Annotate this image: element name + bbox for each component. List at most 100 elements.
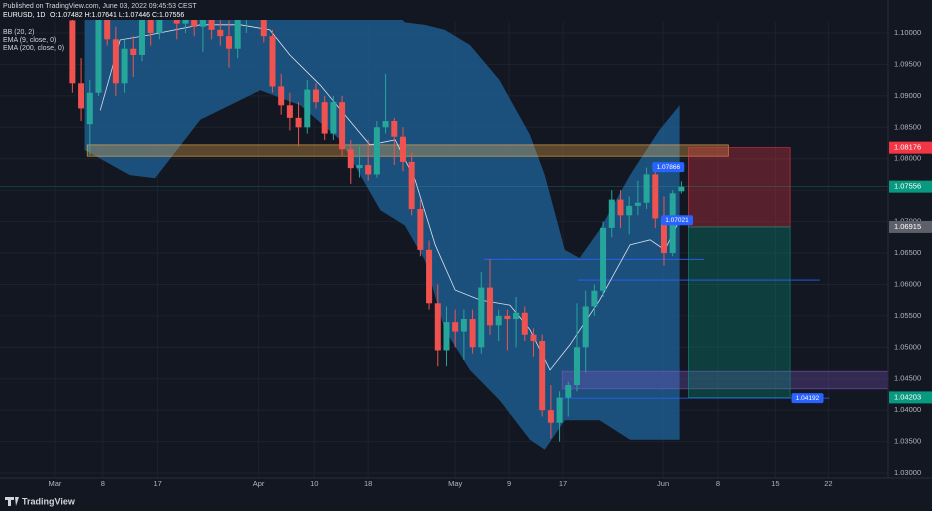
candle-body: [486, 287, 493, 326]
candle-body: [513, 312, 520, 320]
zone: [561, 370, 888, 390]
candle-body: [173, 20, 180, 24]
candle-body: [530, 334, 537, 342]
candle-body: [391, 121, 398, 137]
candle-body: [182, 20, 189, 24]
y-tick-label: 1.06500: [894, 248, 921, 257]
y-tick-label: 1.03000: [894, 468, 921, 477]
logo: [5, 497, 19, 506]
candle-body: [304, 89, 311, 128]
indicator-label: EMA (200, close, 0): [3, 45, 64, 52]
bollinger-band: [84, 20, 680, 450]
x-tick-label: 22: [824, 479, 832, 488]
candle-body: [95, 20, 102, 93]
candle-body: [426, 249, 433, 304]
y-tick-label: 1.08500: [894, 122, 921, 131]
price-tag: [889, 180, 932, 193]
candle-body: [156, 20, 163, 34]
candle-body: [356, 165, 363, 169]
x-tick-label: Jun: [657, 479, 669, 488]
candle-body: [504, 315, 511, 320]
candle-body: [339, 102, 346, 150]
y-tick-label: 1.06000: [894, 279, 921, 288]
candle-body: [217, 29, 224, 37]
candle-body: [408, 161, 415, 210]
candle-body: [373, 127, 380, 175]
candle-body: [460, 319, 467, 332]
candle-body: [652, 174, 659, 219]
candle-body: [199, 20, 206, 27]
candle-body: [347, 149, 354, 169]
candle-body: [225, 36, 232, 49]
marker-label: 1.07866: [657, 164, 681, 171]
candle-body: [591, 290, 598, 307]
candle-body: [547, 410, 554, 423]
candle-body: [556, 397, 563, 423]
candle-body: [321, 102, 328, 134]
marker-label: 1.04192: [796, 395, 820, 402]
zone: [687, 147, 791, 228]
candle-body: [78, 83, 85, 109]
candle-body: [191, 20, 198, 27]
candle-body: [269, 36, 276, 87]
published-note: Published on TradingView.com, June 03, 2…: [3, 3, 197, 10]
candle-body: [69, 20, 76, 84]
ema-line: [99, 24, 680, 371]
brand: TradingView: [22, 496, 76, 506]
zone: [687, 226, 791, 398]
candle-body: [312, 89, 319, 103]
candle-body: [452, 322, 459, 332]
x-tick-label: 17: [153, 479, 161, 488]
zone: [86, 144, 729, 157]
candle-body: [399, 136, 406, 162]
candle-body: [434, 303, 441, 351]
candle-body: [582, 306, 589, 348]
x-tick-label: 15: [771, 479, 779, 488]
indicator-label: EMA (9, close, 0): [3, 37, 56, 44]
candle-body: [539, 341, 546, 411]
symbol-title: EURUSD, 1D: [3, 12, 45, 19]
candle-body: [634, 202, 641, 206]
y-tick-label: 1.03500: [894, 437, 921, 446]
candle-body: [478, 287, 485, 348]
candle-body: [608, 199, 615, 228]
price-tag-label: 1.07556: [894, 182, 921, 191]
candle-body: [660, 218, 667, 254]
price-tag: [889, 141, 932, 154]
y-tick-label: 1.08000: [894, 154, 921, 163]
candle-body: [365, 165, 372, 175]
marker-label: 1.07021: [665, 217, 689, 224]
price-tag-label: 1.04203: [894, 392, 921, 401]
x-tick-label: 9: [507, 479, 511, 488]
x-tick-label: 10: [310, 479, 318, 488]
candle-body: [678, 186, 685, 192]
candle-body: [138, 20, 145, 56]
candle-body: [104, 20, 111, 40]
x-tick-label: May: [448, 479, 462, 488]
price-tag: [889, 220, 932, 233]
marker-tag: [791, 393, 824, 404]
y-tick-label: 1.04500: [894, 374, 921, 383]
plot-area: [0, 20, 888, 478]
indicator-label: BB (20, 2): [3, 29, 35, 36]
candle-body: [382, 121, 389, 128]
x-tick-label: Mar: [49, 479, 62, 488]
x-tick-label: 8: [716, 479, 720, 488]
y-tick-label: 1.09500: [894, 59, 921, 68]
candle-body: [617, 199, 624, 216]
price-tag: [889, 391, 932, 404]
candle-body: [600, 227, 607, 291]
candle-body: [86, 92, 93, 125]
y-tick-label: 1.10000: [894, 28, 921, 37]
candle-body: [260, 20, 267, 37]
candle-body: [286, 105, 293, 118]
marker-tag: [652, 162, 685, 173]
candle-body: [443, 322, 450, 351]
x-tick-label: 18: [364, 479, 372, 488]
candle-body: [643, 174, 650, 203]
candle-body: [234, 20, 241, 49]
x-tick-label: 17: [559, 479, 567, 488]
candle-body: [495, 315, 502, 326]
